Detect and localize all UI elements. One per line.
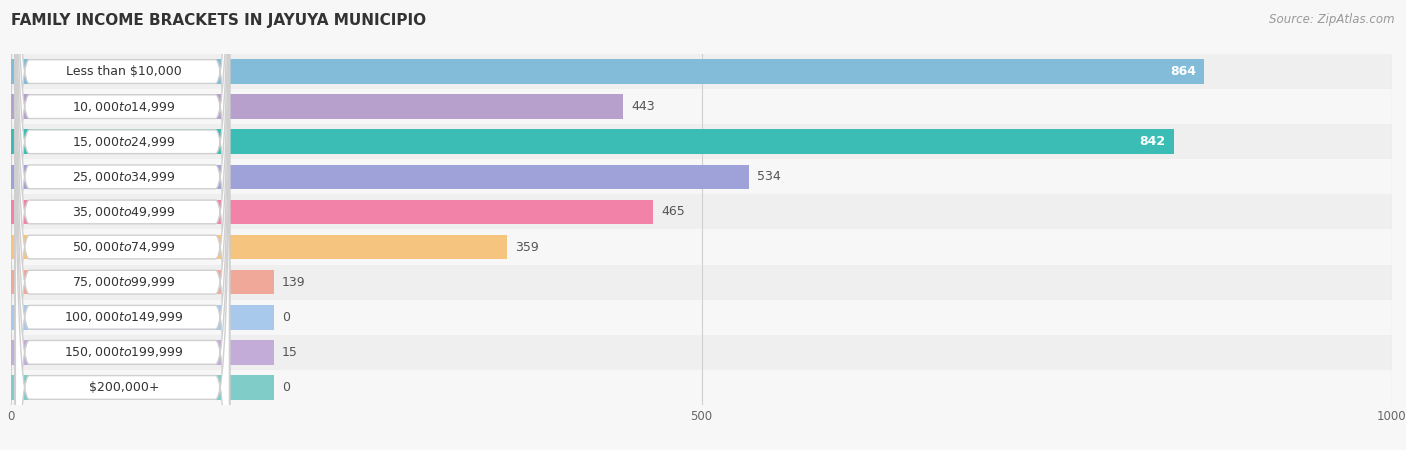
Text: $150,000 to $199,999: $150,000 to $199,999 xyxy=(65,345,183,360)
Text: 864: 864 xyxy=(1170,65,1197,78)
Bar xyxy=(11,89,1392,124)
Bar xyxy=(11,54,1392,89)
Bar xyxy=(11,235,274,259)
Bar xyxy=(11,230,1392,265)
Bar xyxy=(11,130,274,154)
Bar xyxy=(11,265,1392,300)
Text: 139: 139 xyxy=(281,276,305,288)
Bar xyxy=(11,124,1392,159)
FancyBboxPatch shape xyxy=(15,0,229,450)
Text: FAMILY INCOME BRACKETS IN JAYUYA MUNICIPIO: FAMILY INCOME BRACKETS IN JAYUYA MUNICIP… xyxy=(11,14,426,28)
Text: 443: 443 xyxy=(631,100,655,113)
Text: Source: ZipAtlas.com: Source: ZipAtlas.com xyxy=(1270,14,1395,27)
Bar xyxy=(11,335,1392,370)
Bar xyxy=(11,59,1204,84)
Bar xyxy=(11,59,274,84)
Bar xyxy=(11,300,1392,335)
Text: 465: 465 xyxy=(662,206,685,218)
FancyBboxPatch shape xyxy=(15,0,229,411)
Bar xyxy=(11,94,274,119)
Text: $25,000 to $34,999: $25,000 to $34,999 xyxy=(72,170,176,184)
Bar xyxy=(11,340,274,364)
Text: $10,000 to $14,999: $10,000 to $14,999 xyxy=(72,99,176,114)
Text: $75,000 to $99,999: $75,000 to $99,999 xyxy=(72,275,176,289)
Text: $50,000 to $74,999: $50,000 to $74,999 xyxy=(72,240,176,254)
Text: 534: 534 xyxy=(756,171,780,183)
Bar xyxy=(11,200,274,224)
Bar xyxy=(11,270,274,294)
Bar xyxy=(11,165,274,189)
Bar xyxy=(11,370,1392,405)
Bar xyxy=(11,165,748,189)
Bar xyxy=(11,375,274,400)
FancyBboxPatch shape xyxy=(15,0,229,446)
FancyBboxPatch shape xyxy=(15,0,229,450)
Text: 0: 0 xyxy=(281,381,290,394)
FancyBboxPatch shape xyxy=(15,0,229,450)
Bar xyxy=(11,340,32,364)
FancyBboxPatch shape xyxy=(15,0,229,450)
Bar xyxy=(11,94,623,119)
Bar xyxy=(11,200,654,224)
Bar xyxy=(11,130,1174,154)
Bar xyxy=(11,305,274,329)
Bar xyxy=(11,235,508,259)
FancyBboxPatch shape xyxy=(15,13,229,450)
Bar xyxy=(11,194,1392,230)
Text: 0: 0 xyxy=(281,311,290,324)
Text: 842: 842 xyxy=(1139,135,1166,148)
FancyBboxPatch shape xyxy=(15,0,229,450)
Text: 15: 15 xyxy=(281,346,298,359)
Text: $200,000+: $200,000+ xyxy=(89,381,159,394)
Text: $100,000 to $149,999: $100,000 to $149,999 xyxy=(65,310,183,324)
FancyBboxPatch shape xyxy=(15,0,229,450)
FancyBboxPatch shape xyxy=(15,48,229,450)
Bar xyxy=(11,270,202,294)
Text: Less than $10,000: Less than $10,000 xyxy=(66,65,181,78)
Text: 359: 359 xyxy=(515,241,538,253)
Bar xyxy=(11,159,1392,194)
Text: $35,000 to $49,999: $35,000 to $49,999 xyxy=(72,205,176,219)
Text: $15,000 to $24,999: $15,000 to $24,999 xyxy=(72,135,176,149)
